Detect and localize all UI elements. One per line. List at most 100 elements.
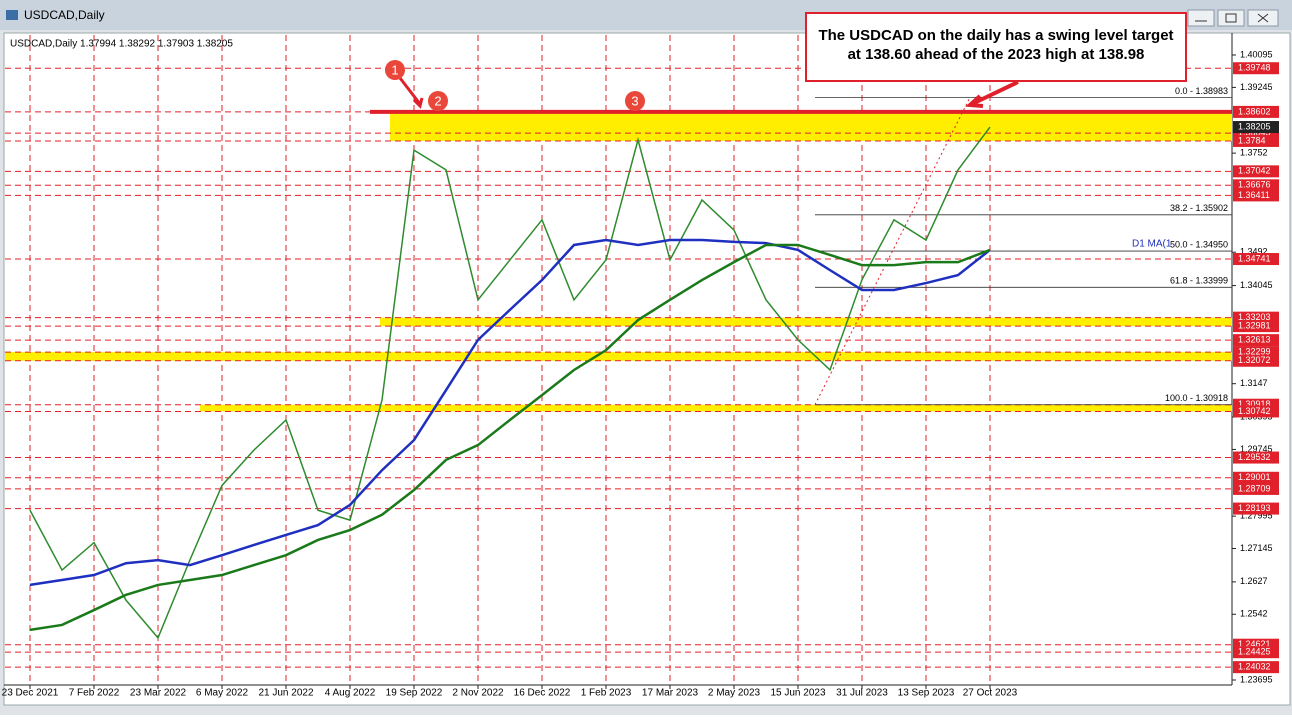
level-label-box <box>1233 405 1279 418</box>
x-tick-label: 27 Oct 2023 <box>963 688 1018 699</box>
maximize-button[interactable] <box>1217 9 1245 27</box>
fib-trend-line <box>814 97 971 405</box>
level-label: 1.32613 <box>1238 335 1271 345</box>
close-icon <box>1257 13 1269 23</box>
y-tick-label: 1.29745 <box>1240 444 1273 454</box>
support-resistance-zone <box>5 352 1232 361</box>
window-icon <box>6 10 18 20</box>
x-tick-label: 4 Aug 2022 <box>325 688 376 699</box>
current-price-label: 1.38205 <box>1238 121 1271 131</box>
marker-label: 1 <box>391 62 398 77</box>
level-label: 1.38602 <box>1238 106 1271 116</box>
level-label: 1.32299 <box>1238 346 1271 356</box>
level-label: 1.28709 <box>1238 483 1271 493</box>
level-label: 1.30918 <box>1238 399 1271 409</box>
marker-circle <box>385 60 405 80</box>
marker-label: 3 <box>631 93 638 108</box>
marker-circle <box>428 91 448 111</box>
level-label: 1.36411 <box>1238 190 1270 200</box>
minimize-button[interactable] <box>1187 9 1215 27</box>
x-tick-label: 2 May 2023 <box>708 688 761 699</box>
level-label-box <box>1233 334 1279 347</box>
support-resistance-zone <box>380 317 1232 327</box>
y-tick-label: 1.3147 <box>1240 378 1268 388</box>
fib-label: 100.0 - 1.30918 <box>1165 393 1228 403</box>
level-label: 1.24621 <box>1238 639 1271 649</box>
y-tick-label: 1.40095 <box>1240 49 1273 59</box>
level-label-box <box>1233 354 1279 367</box>
x-tick-label: 13 Sep 2023 <box>898 688 955 699</box>
level-label: 1.34741 <box>1238 253 1271 263</box>
y-tick-label: 1.23695 <box>1240 674 1273 684</box>
y-tick-label: 1.3752 <box>1240 148 1268 158</box>
level-label: 1.30742 <box>1238 406 1271 416</box>
x-tick-label: 6 May 2022 <box>196 688 249 699</box>
y-tick-label: 1.3492 <box>1240 247 1268 257</box>
level-label-box <box>1233 482 1279 495</box>
marker-label: 2 <box>434 93 441 108</box>
ma-label: D1 MA(1 <box>1132 239 1172 250</box>
x-tick-label: 2 Nov 2022 <box>452 688 504 699</box>
y-tick-label: 1.2627 <box>1240 576 1268 586</box>
level-label-box <box>1233 451 1279 464</box>
level-label: 1.37042 <box>1238 166 1271 176</box>
level-label-box <box>1233 320 1279 333</box>
annotation-box <box>805 12 1187 82</box>
current-price-box <box>1233 121 1279 134</box>
level-label-box <box>1233 62 1279 75</box>
x-tick-label: 16 Dec 2022 <box>514 688 571 699</box>
y-tick-label: 1.39245 <box>1240 82 1273 92</box>
marker-arrow <box>398 77 424 109</box>
y-tick-label: 1.27995 <box>1240 511 1273 521</box>
level-label: 1.29001 <box>1238 472 1271 482</box>
x-tick-label: 1 Feb 2023 <box>581 688 632 699</box>
window-title: USDCAD,Daily <box>24 8 105 22</box>
level-label: 1.29532 <box>1238 452 1271 462</box>
plot-area: 0.0 - 1.38983 38.2 - 1.35902 50.0 - 1.3495… <box>5 35 1232 685</box>
level-label: 1.32981 <box>1238 320 1271 330</box>
price-line <box>29 126 991 640</box>
fib-label: 38.2 - 1.35902 <box>1170 203 1228 213</box>
support-resistance-zone <box>200 404 1232 412</box>
y-tick-label: 1.2542 <box>1240 609 1268 619</box>
fib-label: 50.0 - 1.34950 <box>1170 239 1228 249</box>
level-label-box <box>1233 105 1279 118</box>
annotation-wrap: The USDCAD on the daily has a swing leve… <box>818 27 1174 63</box>
level-label-box <box>1233 253 1279 266</box>
x-tick-label: 21 Jun 2022 <box>258 688 313 699</box>
fib-label: 61.8 - 1.33999 <box>1170 276 1228 286</box>
x-tick-label: 7 Feb 2022 <box>69 688 120 699</box>
annotation-arrow <box>965 80 1019 108</box>
level-label: 1.3784 <box>1238 135 1266 145</box>
x-tick-label: 17 Mar 2023 <box>642 688 699 699</box>
maximize-icon <box>1225 13 1237 23</box>
moving-average <box>29 238 991 587</box>
y-tick-label: 1.27145 <box>1240 543 1273 553</box>
annotation-text: The USDCAD on the daily has a swing leve… <box>818 27 1174 63</box>
level-label-box <box>1233 179 1279 192</box>
y-tick-label: 1.34045 <box>1240 280 1273 290</box>
level-label: 1.39748 <box>1238 63 1271 73</box>
moving-average <box>29 243 991 632</box>
x-tick-label: 23 Mar 2022 <box>130 688 187 699</box>
x-tick-label: 31 Jul 2023 <box>836 688 888 699</box>
x-tick-label: 15 Jun 2023 <box>770 688 825 699</box>
level-label: 1.24425 <box>1238 647 1271 657</box>
window-buttons[interactable] <box>1187 9 1279 27</box>
fib-label: 0.0 - 1.38983 <box>1175 86 1228 96</box>
chart-panel <box>3 32 1291 706</box>
level-label-box <box>1233 134 1279 147</box>
level-label-box <box>1233 646 1279 659</box>
level-label: 1.32072 <box>1238 355 1271 365</box>
x-tick-label: 19 Sep 2022 <box>386 688 443 699</box>
level-label-box <box>1233 661 1279 674</box>
level-label: 1.36676 <box>1238 180 1271 190</box>
marker-circle <box>625 91 645 111</box>
level-label: 1.33203 <box>1238 312 1271 322</box>
level-label-box <box>1233 471 1279 484</box>
level-label: 1.28193 <box>1238 503 1271 513</box>
level-label-box <box>1233 165 1279 178</box>
level-label-box <box>1233 502 1279 515</box>
x-tick-label: 23 Dec 2021 <box>2 688 59 699</box>
